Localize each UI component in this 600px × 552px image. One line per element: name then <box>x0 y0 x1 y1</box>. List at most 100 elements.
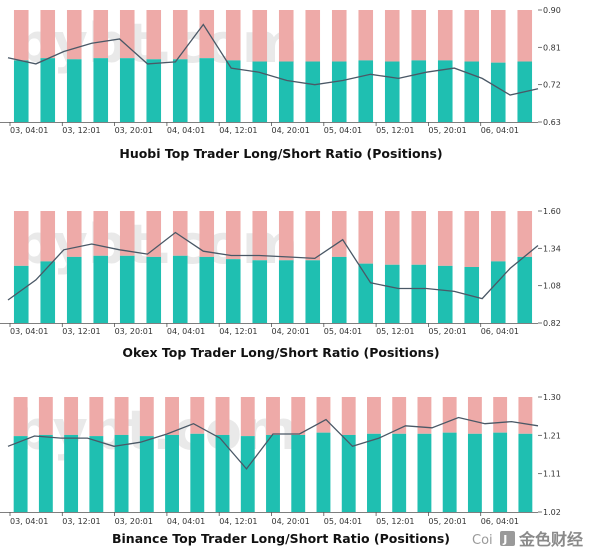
long-bar <box>199 256 215 323</box>
long-bar <box>392 433 407 512</box>
long-bar <box>172 59 188 122</box>
short-bar <box>13 397 28 437</box>
chart-title: Okex Top Trader Long/Short Ratio (Positi… <box>122 345 439 360</box>
x-tick-label: 04, 20:01 <box>272 126 310 135</box>
short-bar <box>172 10 188 60</box>
short-bar <box>384 10 400 62</box>
short-bar <box>93 10 109 59</box>
short-bar <box>146 10 162 60</box>
long-bar <box>464 61 480 122</box>
short-bar <box>13 211 29 266</box>
short-bar <box>146 211 162 257</box>
short-bar <box>358 211 374 264</box>
short-bar <box>266 397 280 435</box>
x-tick-label: 03, 12:01 <box>62 327 100 336</box>
long-bar <box>252 260 268 323</box>
long-bar <box>384 264 400 323</box>
short-bar <box>411 10 427 61</box>
x-tick-label: 05, 20:01 <box>428 126 466 135</box>
svg-text:J: J <box>502 533 507 546</box>
x-tick-label: 04, 12:01 <box>219 327 257 336</box>
y-tick-label: 0.72 <box>543 81 561 90</box>
short-bar <box>199 10 215 59</box>
short-bar <box>139 397 154 437</box>
x-tick-label: 05, 12:01 <box>376 517 414 526</box>
x-tick-label: 04, 12:01 <box>219 126 257 135</box>
short-bar <box>464 211 480 267</box>
long-bar <box>40 261 56 323</box>
long-bar <box>225 60 241 122</box>
watermark-brand: bybt.com <box>14 399 298 462</box>
chart-title: Binance Top Trader Long/Short Ratio (Pos… <box>112 531 450 546</box>
long-bar <box>442 432 457 512</box>
short-bar <box>225 211 241 260</box>
long-bar <box>291 434 306 512</box>
short-bar <box>517 211 533 257</box>
long-bar <box>13 436 28 512</box>
long-bar <box>331 256 347 323</box>
y-tick-label: 1.08 <box>543 282 561 291</box>
long-bar <box>119 58 135 122</box>
short-bar <box>305 10 321 62</box>
chart-panel-3: bybt.com 03, 04:01 03, 12:01 03, 20:01 04, 0… <box>0 393 561 546</box>
y-tick-label: 1.30 <box>543 393 561 402</box>
short-bar <box>490 211 506 262</box>
short-bar <box>165 397 179 435</box>
x-tick-label: 06, 04:01 <box>481 327 519 336</box>
short-bar <box>252 211 268 261</box>
chart-title: Huobi Top Trader Long/Short Ratio (Posit… <box>119 146 442 161</box>
long-bar <box>13 60 29 122</box>
long-bar <box>139 436 154 512</box>
short-bar <box>119 211 135 256</box>
long-bar <box>490 62 506 122</box>
short-bar <box>467 397 482 434</box>
short-bar <box>278 211 294 261</box>
short-bar <box>64 397 79 435</box>
long-bar <box>316 432 331 512</box>
long-bar <box>240 436 255 512</box>
watermark: Coi J 金色财经 <box>472 530 583 549</box>
short-bar <box>66 211 82 257</box>
long-bar <box>146 59 162 122</box>
short-bar <box>215 397 230 435</box>
long-bar <box>66 256 82 323</box>
short-bar <box>172 211 188 256</box>
short-bar <box>199 211 215 257</box>
y-tick-label: 0.63 <box>543 118 561 127</box>
x-tick-label: 03, 20:01 <box>115 327 153 336</box>
long-bar <box>437 60 453 122</box>
y-tick-label: 0.90 <box>543 6 561 15</box>
x-tick-label: 03, 04:01 <box>10 517 48 526</box>
x-tick-label: 03, 12:01 <box>62 517 100 526</box>
short-bar <box>442 397 457 433</box>
short-bar <box>278 10 294 62</box>
long-bar <box>93 58 109 122</box>
x-tick-label: 04, 12:01 <box>219 517 257 526</box>
long-bar <box>215 434 230 512</box>
short-bar <box>93 211 109 256</box>
long-bar <box>40 58 56 122</box>
x-tick-label: 05, 04:01 <box>324 327 362 336</box>
long-bar <box>190 433 205 512</box>
short-bar <box>114 397 129 435</box>
long-bar <box>93 255 109 323</box>
long-bar <box>119 255 135 323</box>
short-bar <box>490 10 506 63</box>
y-tick-label: 1.21 <box>543 431 561 440</box>
short-bar <box>331 10 347 62</box>
watermark-corner-cn: 金色财经 <box>518 530 583 549</box>
short-bar <box>316 397 331 433</box>
x-tick-label: 03, 04:01 <box>10 327 48 336</box>
jinse-logo-icon: J <box>500 531 515 546</box>
x-tick-label: 05, 12:01 <box>376 126 414 135</box>
long-bar <box>358 263 374 323</box>
x-tick-label: 04, 04:01 <box>167 517 205 526</box>
x-tick-label: 06, 04:01 <box>481 126 519 135</box>
short-bar <box>119 10 135 59</box>
short-bar <box>437 10 453 61</box>
long-bar <box>493 432 508 512</box>
x-tick-label: 05, 20:01 <box>428 327 466 336</box>
y-tick-label: 1.11 <box>543 470 561 479</box>
short-bar <box>518 397 533 434</box>
